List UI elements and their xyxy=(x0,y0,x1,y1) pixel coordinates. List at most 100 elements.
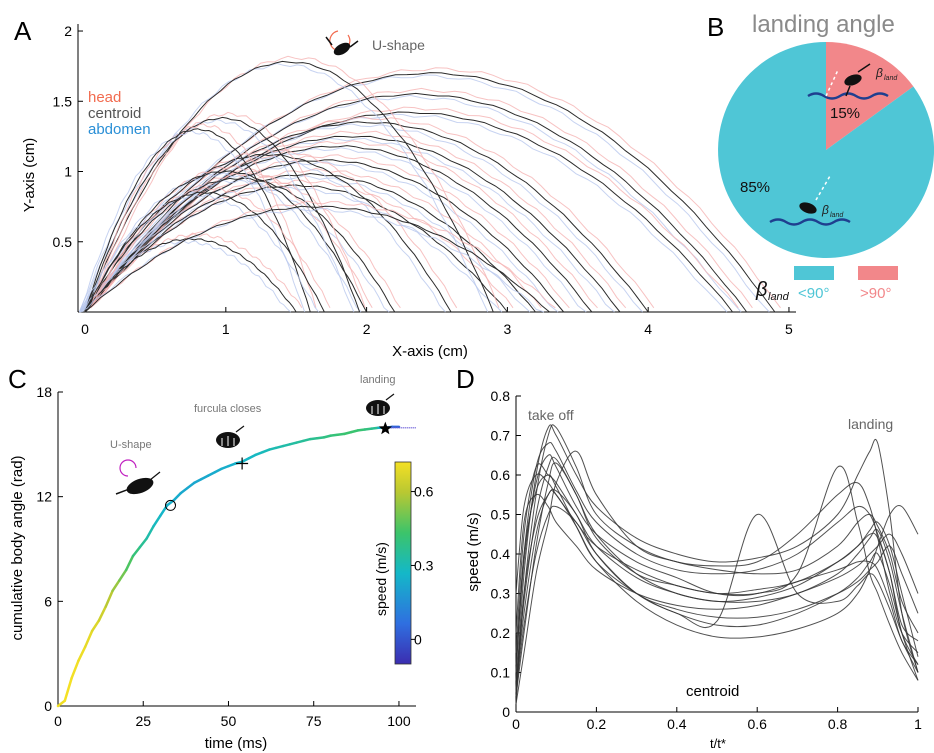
c-speed-segment xyxy=(138,537,148,549)
a-centroid-trajectory xyxy=(84,170,368,313)
d-xtick-label: 0.6 xyxy=(747,716,767,732)
c-xtick-label: 50 xyxy=(221,713,237,729)
springtail-furcula-icon xyxy=(216,425,245,448)
a-abdomen-trace xyxy=(79,239,291,313)
c-xtick-label: 75 xyxy=(306,713,322,729)
panel-d-letter: D xyxy=(456,364,475,394)
colorbar xyxy=(394,461,412,665)
annotation-u-shape: U-shape xyxy=(110,439,152,451)
c-speed-segment xyxy=(118,568,128,582)
a-abdomen-trace xyxy=(79,123,643,313)
a-abdomen-trace xyxy=(78,172,362,313)
pie-slice-lt90 xyxy=(718,42,934,258)
a-ytick-label: 1 xyxy=(64,164,72,180)
landing-water-icon-upper xyxy=(807,63,889,100)
springtail-landing-icon xyxy=(366,393,395,416)
panel-a-ylabel: Y-axis (cm) xyxy=(21,138,38,212)
a-head-trace xyxy=(90,165,373,309)
a-xtick-label: 1 xyxy=(222,321,230,337)
d-speed-series xyxy=(515,450,919,705)
c-speed-segment xyxy=(84,629,94,648)
d-speed-series xyxy=(515,505,919,693)
marker-furcula-closes xyxy=(236,457,249,470)
c-speed-segment xyxy=(63,676,73,703)
marker-u-shape xyxy=(165,499,177,511)
d-xtick-label: 0.8 xyxy=(828,716,848,732)
a-abdomen-trace xyxy=(79,147,587,313)
panel-a: A 0 1 2 3 4 5 0.5 1 1.5 2 X-axis (cm) Y-axis (cm)… xyxy=(14,16,796,360)
u-shape-label: U-shape xyxy=(372,37,425,53)
annotation-take-off: take off xyxy=(528,407,574,423)
a-abdomen-trace xyxy=(79,193,320,313)
c-speed-segment xyxy=(111,579,121,593)
d-ytick-label: 0.1 xyxy=(491,665,511,681)
legend-head: head xyxy=(88,89,121,106)
a-ytick-label: 2 xyxy=(64,23,72,39)
d-speed-series xyxy=(515,424,919,705)
a-centroid-trajectory xyxy=(84,111,733,313)
c-speed-segment xyxy=(193,477,203,484)
legend-label-gt90: >90° xyxy=(860,285,891,302)
a-centroid-trajectory xyxy=(84,145,593,313)
panel-d: D 0 0.2 0.4 0.6 0.8 1 0 0.1 0.2 0.3 0.4 0.5 0.6 0.7 0.… xyxy=(456,364,922,751)
annotation-furcula-closes: furcula closes xyxy=(194,403,262,415)
c-speed-segment xyxy=(240,457,251,464)
u-shape-springtail-icon xyxy=(325,30,359,56)
a-centroid-trajectory xyxy=(84,191,325,313)
a-abdomen-trace xyxy=(79,207,545,313)
landing-water-icon-lower xyxy=(769,175,851,226)
panel-a-xlabel: X-axis (cm) xyxy=(392,343,468,360)
c-speed-segment xyxy=(97,605,107,622)
d-speed-series xyxy=(515,488,919,693)
panel-b-letter: B xyxy=(707,12,724,42)
a-head-trace xyxy=(90,200,556,309)
panel-a-letter: A xyxy=(14,16,32,46)
a-centroid-trajectory xyxy=(84,72,776,313)
colorbar-tick-label: 0.3 xyxy=(414,557,434,573)
a-xtick-label: 2 xyxy=(363,321,371,337)
a-abdomen-trace xyxy=(79,186,503,313)
a-head-trace xyxy=(90,123,317,308)
legend-abdomen: abdomen xyxy=(88,121,151,138)
c-xtick-label: 25 xyxy=(135,713,151,729)
a-centroid-trajectory xyxy=(84,116,361,313)
c-speed-segment xyxy=(152,514,162,528)
svg-text:land: land xyxy=(830,212,844,219)
panel-d-ylabel: speed (m/s) xyxy=(465,512,482,591)
d-xtick-label: 0 xyxy=(512,716,520,732)
a-abdomen-trace xyxy=(79,74,770,313)
panel-c: C 0 25 50 75 100 0 6 12 18 time (ms) cumulative … xyxy=(8,364,434,752)
d-speed-series xyxy=(515,474,919,673)
a-ytick-label: 1.5 xyxy=(53,93,73,109)
a-centroid-trajectory xyxy=(84,184,508,313)
c-xtick-label: 0 xyxy=(54,713,62,729)
a-xtick-label: 0 xyxy=(81,321,89,337)
a-abdomen-trace xyxy=(79,137,615,313)
panel-c-letter: C xyxy=(8,364,27,394)
svg-text:β: β xyxy=(875,66,883,80)
a-head-trace xyxy=(90,55,500,309)
legend-label-lt90: <90° xyxy=(798,285,829,302)
a-centroid-trajectory xyxy=(84,205,550,313)
panel-b-title: landing angle xyxy=(752,11,895,38)
c-speed-segment xyxy=(199,474,210,481)
panel-d-xlabel: t/t* xyxy=(710,736,726,751)
c-speed-segment xyxy=(179,486,189,495)
d-ytick-label: 0.7 xyxy=(491,428,511,444)
d-ytick-label: 0.8 xyxy=(491,388,511,404)
pie-label-15: 15% xyxy=(830,105,860,122)
svg-text:β: β xyxy=(821,203,829,217)
a-centroid-trajectory xyxy=(84,60,494,313)
c-speed-segment xyxy=(247,453,258,460)
d-ytick-label: 0.3 xyxy=(491,586,511,602)
c-speed-segment xyxy=(172,491,182,502)
d-ytick-label: 0.5 xyxy=(491,507,511,523)
d-speed-series xyxy=(515,489,919,689)
c-speed-segment xyxy=(90,619,101,633)
beta-land-upper: β land xyxy=(875,66,898,82)
c-speed-segment xyxy=(70,659,80,680)
annotation-centroid: centroid xyxy=(686,683,739,700)
d-speed-series xyxy=(515,424,919,693)
a-centroid-trajectory xyxy=(84,121,649,313)
